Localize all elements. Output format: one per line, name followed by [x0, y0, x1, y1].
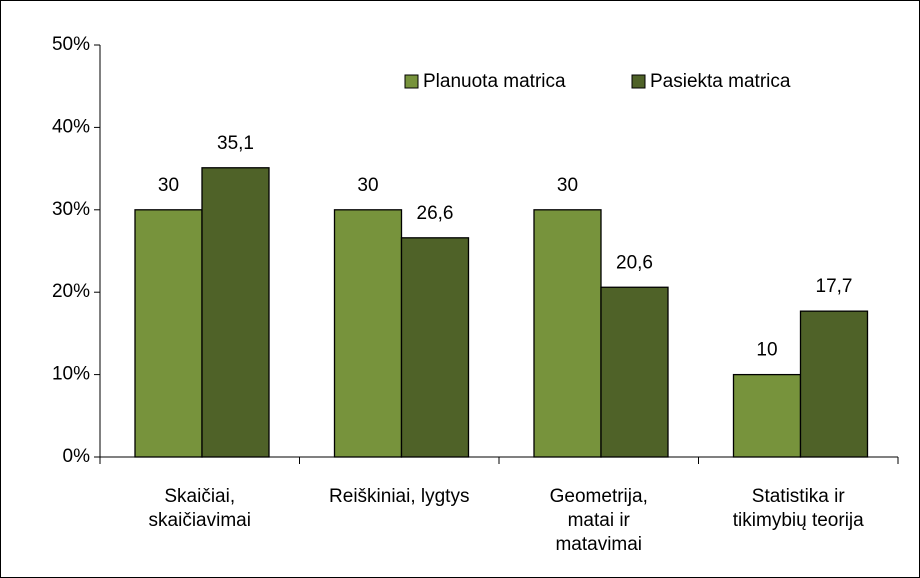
y-tick-label: 50% — [52, 34, 90, 55]
value-label: 35,1 — [217, 133, 254, 154]
x-tick-label: Statistika ir tikimybių teorija — [733, 486, 864, 531]
y-tick-label: 20% — [52, 281, 90, 302]
value-label: 26,6 — [417, 203, 454, 224]
y-tick-label: 30% — [52, 199, 90, 220]
bar — [732, 373, 802, 458]
value-label: 20,6 — [616, 252, 653, 273]
bar — [201, 167, 270, 458]
y-tick-label: 40% — [52, 116, 90, 137]
bar — [533, 209, 602, 458]
y-tick-label: 10% — [52, 364, 90, 385]
value-label: 30 — [357, 175, 378, 196]
x-tick-label: Reiškiniai, lygtys — [329, 486, 469, 507]
legend-label: Planuota matrica — [423, 71, 566, 92]
legend-swatch — [631, 74, 646, 89]
y-tick-label: 0% — [63, 446, 91, 467]
value-label: 30 — [158, 175, 179, 196]
value-label: 10 — [756, 340, 777, 361]
x-tick-label: Geometrija, matai ir matavimai — [550, 486, 648, 555]
value-label: 30 — [557, 175, 578, 196]
bar — [134, 209, 203, 458]
bar — [333, 209, 403, 458]
value-label: 17,7 — [816, 276, 853, 297]
bar — [600, 286, 669, 458]
x-tick-label: Skaičiai, skaičiavimai — [149, 486, 251, 531]
legend-swatch — [404, 74, 419, 89]
bar — [400, 237, 470, 458]
bar — [799, 310, 869, 458]
legend-label: Pasiekta matrica — [650, 71, 791, 92]
